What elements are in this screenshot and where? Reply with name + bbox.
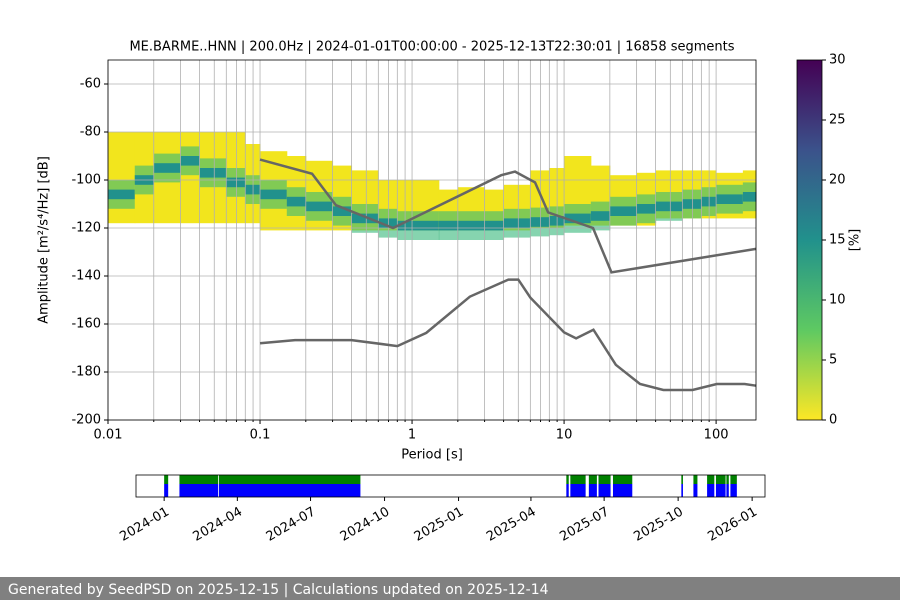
x-tick-label: 1 bbox=[408, 428, 416, 443]
density-range bbox=[180, 132, 201, 224]
colorbar-tick-label: 20 bbox=[829, 173, 846, 188]
availability-segment bbox=[588, 484, 597, 497]
availability-segment bbox=[693, 484, 698, 497]
density-mode bbox=[609, 206, 638, 216]
availability-segment bbox=[218, 484, 361, 497]
density-mode bbox=[260, 189, 288, 200]
date-tick-label: 2025-10 bbox=[631, 505, 686, 545]
density-mode bbox=[682, 199, 702, 209]
y-tick-label: -160 bbox=[71, 317, 101, 332]
density-mode bbox=[378, 218, 398, 228]
date-tick-label: 2024-10 bbox=[338, 505, 393, 545]
y-tick-label: -60 bbox=[80, 77, 101, 92]
density-range bbox=[108, 132, 136, 224]
colorbar-tick-label: 10 bbox=[829, 293, 846, 308]
availability-segment bbox=[566, 484, 569, 497]
availability-segment bbox=[681, 484, 683, 497]
availability-segment bbox=[598, 484, 611, 497]
x-axis-label: Period [s] bbox=[401, 448, 463, 463]
availability-segment bbox=[179, 475, 219, 484]
availability-segment bbox=[715, 475, 726, 484]
density-mode bbox=[636, 204, 657, 214]
availability-segment bbox=[179, 484, 219, 497]
chart-title: ME.BARME..HNN | 200.0Hz | 2024-01-01T00:… bbox=[129, 40, 734, 55]
density-mode bbox=[438, 220, 459, 231]
density-mode bbox=[503, 218, 531, 228]
density-mode bbox=[655, 201, 683, 212]
density-mode bbox=[412, 220, 440, 231]
availability-segment bbox=[726, 475, 729, 484]
x-tick-label: 0.1 bbox=[250, 428, 271, 443]
y-tick-label: -140 bbox=[71, 269, 101, 284]
y-tick-label: -80 bbox=[80, 125, 101, 140]
date-tick-label: 2026-01 bbox=[705, 505, 760, 545]
date-tick-label: 2024-07 bbox=[264, 505, 319, 545]
y-tick-label: -120 bbox=[71, 221, 101, 236]
date-tick-label: 2025-04 bbox=[484, 505, 539, 545]
availability-segment bbox=[715, 484, 726, 497]
availability-segment bbox=[218, 475, 361, 484]
colorbar-tick-label: 0 bbox=[829, 413, 837, 428]
density-mode bbox=[332, 206, 353, 216]
availability-segment bbox=[588, 475, 597, 484]
noise-model-line bbox=[259, 278, 757, 392]
density-mode bbox=[484, 220, 505, 231]
availability-segment bbox=[612, 484, 633, 497]
date-tick-label: 2025-01 bbox=[412, 505, 467, 545]
footer-text: Generated by SeedPSD on 2025-12-15 | Cal… bbox=[8, 582, 549, 598]
density-mode bbox=[108, 189, 136, 200]
colorbar-tick-label: 15 bbox=[829, 233, 846, 248]
colorbar-tick-label: 5 bbox=[829, 353, 837, 368]
density-mode bbox=[457, 220, 486, 231]
date-tick-label: 2024-01 bbox=[117, 505, 172, 545]
density-mode bbox=[590, 211, 611, 221]
date-tick-label: 2024-04 bbox=[191, 505, 246, 545]
density-mode bbox=[153, 163, 182, 173]
availability-segment bbox=[730, 484, 737, 497]
footer-bar bbox=[0, 577, 900, 600]
density-mode bbox=[286, 196, 307, 207]
colorbar-label: [%] bbox=[848, 229, 863, 252]
density-mode bbox=[180, 156, 201, 166]
density-mode bbox=[564, 213, 592, 224]
colorbar-tick-label: 25 bbox=[829, 113, 846, 128]
density-mode bbox=[199, 168, 227, 178]
plot-frame bbox=[107, 59, 757, 421]
y-tick-label: -100 bbox=[71, 173, 101, 188]
availability-segment bbox=[730, 475, 737, 484]
availability-segment bbox=[164, 475, 169, 484]
density-mode bbox=[530, 217, 550, 227]
date-tick-label: 2025-07 bbox=[557, 505, 612, 545]
colorbar-tick-label: 30 bbox=[829, 53, 846, 68]
availability-segment bbox=[598, 475, 611, 484]
availability-segment bbox=[681, 475, 683, 484]
density-mode bbox=[716, 194, 744, 204]
availability-segment bbox=[566, 475, 569, 484]
y-axis-label: Amplitude [m²/s⁴/Hz] [dB] bbox=[37, 156, 52, 324]
density-mode bbox=[742, 192, 757, 202]
availability-segment bbox=[612, 475, 633, 484]
density-mode bbox=[351, 213, 379, 224]
colorbar bbox=[796, 59, 823, 421]
x-tick-label: 10 bbox=[556, 428, 573, 443]
availability-segment bbox=[570, 475, 586, 484]
density-mode bbox=[305, 201, 334, 212]
availability-frame bbox=[135, 474, 766, 498]
x-tick-label: 100 bbox=[704, 428, 729, 443]
y-tick-label: -180 bbox=[71, 365, 101, 380]
availability-segment bbox=[570, 484, 586, 497]
x-tick-label: 0.01 bbox=[94, 428, 123, 443]
noise-model-line bbox=[259, 158, 757, 274]
availability-segment bbox=[693, 475, 698, 484]
availability-segment bbox=[707, 484, 715, 497]
density-mode bbox=[226, 177, 246, 188]
availability-segment bbox=[726, 484, 729, 497]
availability-segment bbox=[164, 484, 169, 497]
availability-segment bbox=[707, 475, 715, 484]
y-tick-label: -200 bbox=[71, 413, 101, 428]
